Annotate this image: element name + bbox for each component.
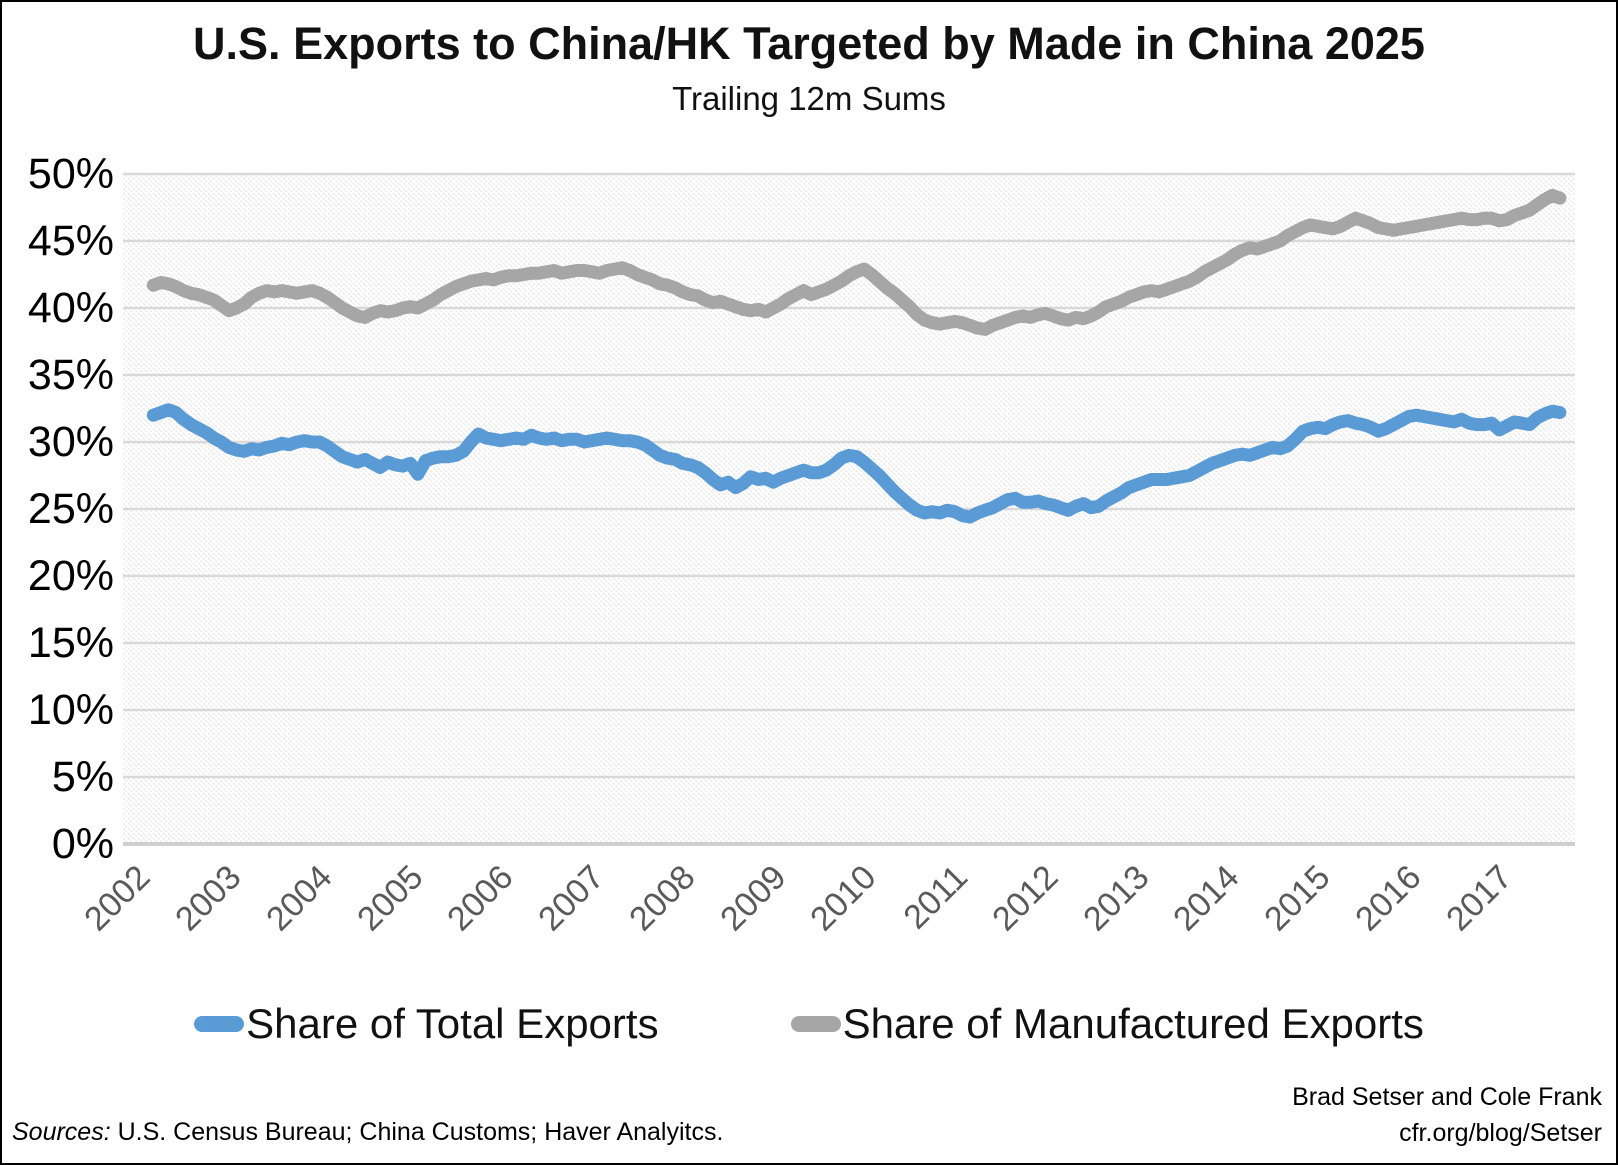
- y-axis-tick-label: 50%: [27, 150, 114, 198]
- y-axis-tick-label: 45%: [27, 217, 114, 265]
- series-line-manufactured-exports: [146, 188, 1567, 336]
- y-axis-tick-label: 5%: [51, 753, 114, 801]
- series-line-total-exports: [146, 403, 1567, 524]
- y-axis-tick-label: 20%: [27, 552, 114, 600]
- credit-authors: Brad Setser and Cole Frank: [1292, 1083, 1602, 1111]
- credit-url: cfr.org/blog/Setser: [1399, 1118, 1602, 1147]
- legend-item-total-exports: Share of Total Exports: [194, 1000, 659, 1048]
- gridlines: [123, 172, 1575, 846]
- y-axis-tick-label: 0%: [51, 820, 114, 868]
- y-axis-tick-label: 25%: [27, 485, 114, 533]
- legend: Share of Total Exports Share of Manufact…: [2, 1000, 1616, 1048]
- chart-title: U.S. Exports to China/HK Targeted by Mad…: [193, 18, 1425, 69]
- legend-label: Share of Manufactured Exports: [842, 1000, 1424, 1047]
- y-axis-tick-label: 30%: [27, 418, 114, 466]
- y-axis-tick-label: 40%: [27, 284, 114, 332]
- legend-item-manufactured-exports: Share of Manufactured Exports: [790, 1000, 1424, 1048]
- y-axis-tick-label: 10%: [27, 686, 114, 734]
- legend-swatch-gray: [790, 1016, 841, 1032]
- sources-text: U.S. Census Bureau; China Customs; Haver…: [110, 1118, 724, 1146]
- legend-label: Share of Total Exports: [246, 1000, 659, 1047]
- author-credit: Brad Setser and Cole Frank cfr.org/blog/…: [1292, 1080, 1602, 1151]
- chart-subtitle: Trailing 12m Sums: [672, 80, 946, 117]
- legend-swatch-blue: [194, 1016, 245, 1032]
- sources-note: Sources: U.S. Census Bureau; China Custo…: [12, 1118, 723, 1147]
- y-axis-tick-label: 15%: [27, 619, 114, 667]
- sources-label: Sources:: [12, 1118, 111, 1146]
- y-axis-tick-label: 35%: [27, 351, 114, 399]
